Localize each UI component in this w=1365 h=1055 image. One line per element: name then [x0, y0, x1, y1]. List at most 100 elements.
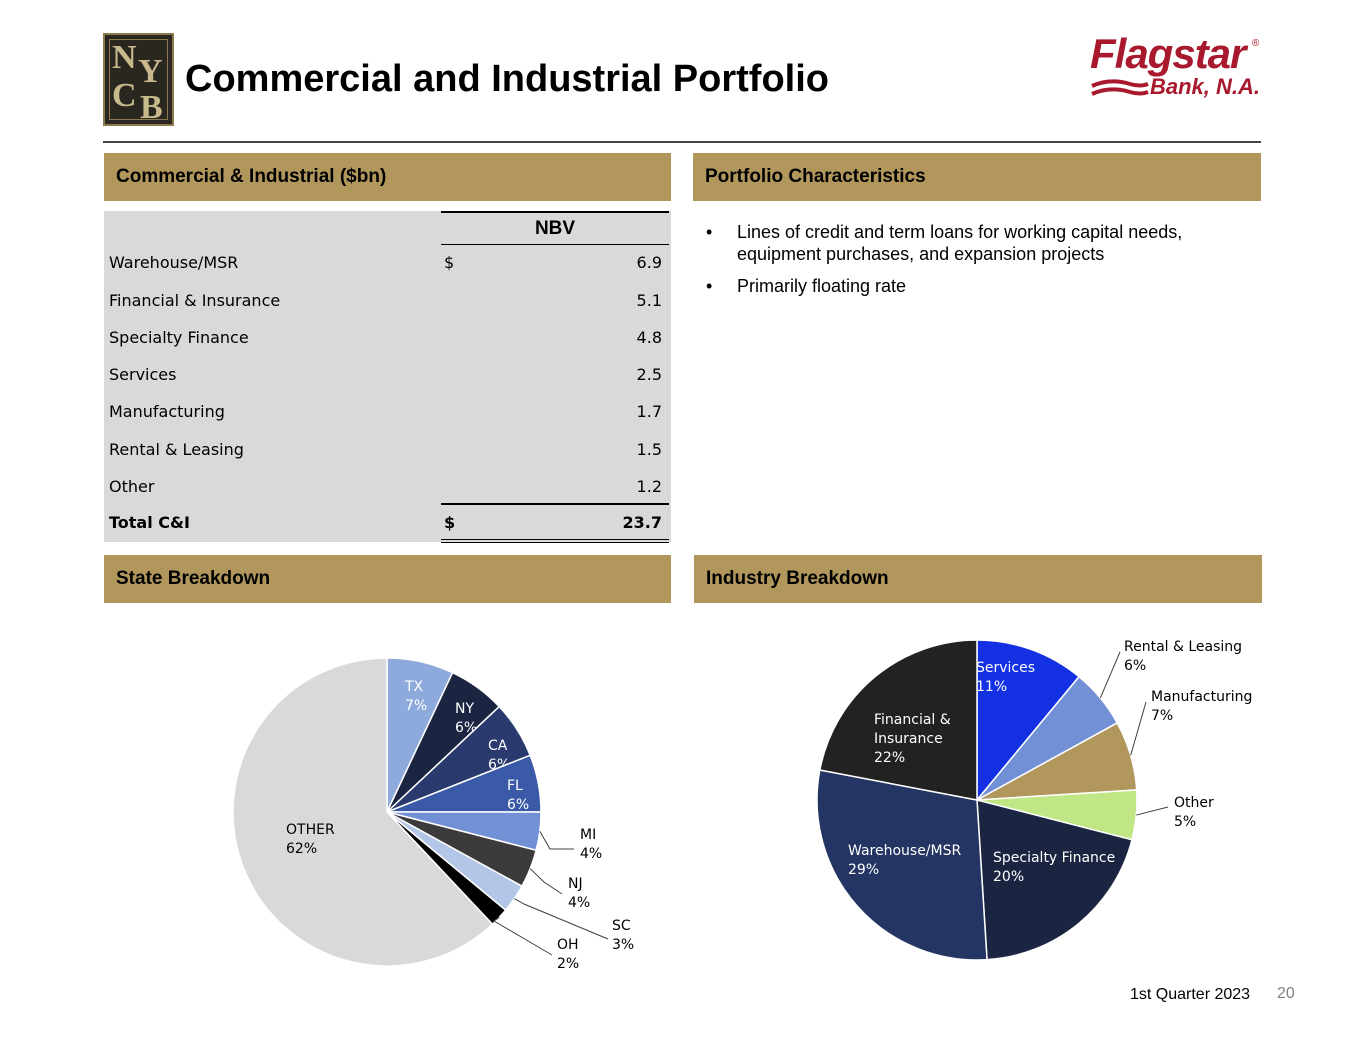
slice-label-manufacturing: Manufacturing — [1151, 689, 1252, 705]
flagstar-swoosh-icon — [1091, 79, 1149, 96]
slice-value-oh: 2% — [557, 956, 579, 972]
total-value: 23.7 — [622, 513, 662, 532]
slice-label-ca: CA — [488, 738, 508, 754]
slice-value-fl: 6% — [507, 797, 529, 813]
slice-label-mi: MI — [580, 827, 596, 843]
slice-label-warehouse-msr: Warehouse/MSR — [848, 843, 961, 859]
slice-label-services: Services — [976, 660, 1035, 676]
total-label: Total C&I — [109, 513, 190, 532]
table-row: Warehouse/MSR $ 6.9 — [109, 253, 662, 283]
bullet-icon: • — [706, 222, 713, 242]
row-label: Rental & Leasing — [109, 440, 244, 459]
row-label: Specialty Finance — [109, 328, 249, 347]
nycb-logo-frame — [109, 39, 168, 120]
slice-label-other: Other — [1174, 795, 1214, 811]
pie-slice-warehouse-msr — [816, 769, 988, 961]
row-label: Warehouse/MSR — [109, 253, 239, 272]
table-total-row: Total C&I $ 23.7 — [109, 513, 662, 543]
leader-line-oh — [493, 917, 553, 956]
table-row: Specialty Finance 4.8 — [109, 328, 662, 358]
pie-slice-other — [232, 657, 494, 967]
slice-value-nj: 4% — [568, 895, 590, 911]
row-value: 1.2 — [636, 477, 662, 496]
flagstar-logo-name: Flagstar — [1090, 30, 1246, 77]
slice-value-other: 62% — [286, 841, 317, 857]
slice-label-other: OTHER — [286, 822, 335, 838]
row-value: 1.7 — [636, 402, 662, 421]
slice-value-sc: 3% — [612, 937, 634, 953]
nycb-logo: N Y C B — [103, 33, 174, 126]
pie-slice-financial-insurance — [818, 639, 978, 801]
table-row: Other 1.2 — [109, 477, 662, 507]
slice-value-specialty-finance: 20% — [993, 869, 1024, 885]
table-row: Services 2.5 — [109, 365, 662, 395]
leader-line-sc — [514, 898, 609, 940]
flagstar-logo: Flagstar ® Bank, N.A. — [1090, 30, 1265, 110]
nycb-logo-letter-c: C — [112, 77, 137, 114]
total-currency: $ — [444, 513, 456, 532]
table-row: Manufacturing 1.7 — [109, 402, 662, 432]
bullet-text: Lines of credit and term loans for worki… — [737, 222, 1183, 264]
slice-value-financial-insurance: 22% — [874, 750, 905, 766]
table-double-rule-bottom — [441, 542, 669, 543]
table-total-rule — [441, 503, 669, 505]
table-double-rule-top — [441, 539, 669, 540]
row-value: 6.9 — [636, 253, 662, 272]
industry-pie-chart: Services 11% Rental & Leasing 6% Manufacturi… — [816, 639, 1252, 961]
bullet-text: Primarily floating rate — [737, 276, 907, 296]
slice-label-sc: SC — [612, 918, 631, 934]
nbv-column-header: NBV — [534, 218, 576, 239]
slice-label-ny: NY — [455, 701, 474, 717]
row-currency: $ — [444, 253, 455, 272]
row-label: Financial & Insurance — [109, 291, 281, 310]
nycb-logo-letter-b: B — [140, 89, 163, 126]
row-value: 2.5 — [636, 365, 662, 384]
row-label: Manufacturing — [109, 402, 225, 421]
ci-table-header: Commercial & Industrial ($bn) — [104, 153, 671, 201]
slice-label-specialty-finance: Specialty Finance — [993, 850, 1115, 866]
pie-slice-services — [976, 639, 1081, 803]
industry-breakdown-header: Industry Breakdown — [694, 555, 1262, 603]
slice-value-other: 5% — [1174, 814, 1196, 830]
slice-value-rental-leasing: 6% — [1124, 658, 1146, 674]
slice-value-manufacturing: 7% — [1151, 708, 1173, 724]
row-label: Services — [109, 365, 177, 384]
row-value: 4.8 — [636, 328, 662, 347]
slice-label-nj: NJ — [568, 876, 583, 892]
page-number: 20 — [1277, 985, 1295, 1002]
row-label: Other — [109, 477, 155, 496]
pie-slice-specialty-finance — [976, 799, 1133, 961]
slice-value-warehouse-msr: 29% — [848, 862, 879, 878]
quarter-label: 1st Quarter 2023 — [1130, 986, 1251, 1003]
slice-label-financial-insurance: Financial & — [874, 712, 951, 728]
ci-table — [104, 211, 671, 542]
slice-label-oh: OH — [557, 937, 579, 953]
slice-label-financial-insurance: Insurance — [874, 731, 943, 747]
row-value: 1.5 — [636, 440, 662, 459]
leader-line-mi — [539, 831, 574, 850]
registered-mark-icon: ® — [1252, 38, 1260, 49]
table-row: Financial & Insurance 5.1 — [109, 291, 662, 321]
nycb-logo-letter-y: Y — [138, 53, 163, 90]
header-divider — [103, 141, 1261, 143]
row-value: 5.1 — [636, 291, 662, 310]
table-header-rule — [441, 244, 669, 245]
table-row: Rental & Leasing 1.5 — [109, 440, 662, 470]
slice-value-tx: 7% — [405, 698, 427, 714]
characteristics-header: Portfolio Characteristics — [693, 153, 1261, 201]
slice-label-tx: TX — [404, 679, 424, 695]
slice-value-mi: 4% — [580, 846, 602, 862]
slice-label-fl: FL — [507, 778, 523, 794]
leader-line-rental-leasing — [1099, 651, 1121, 699]
flagstar-logo-sub: Bank, N.A. — [1150, 74, 1261, 99]
leader-line-nj — [529, 868, 563, 895]
slice-label-rental-leasing: Rental & Leasing — [1124, 639, 1242, 655]
state-breakdown-header: State Breakdown — [104, 555, 671, 603]
page-title: Commercial and Industrial Portfolio — [185, 58, 829, 100]
nycb-logo-letter-n: N — [112, 39, 137, 76]
leader-line-other — [1136, 806, 1169, 816]
bullet-icon: • — [706, 276, 713, 296]
slice-value-services: 11% — [976, 679, 1007, 695]
table-top-rule — [441, 211, 669, 213]
